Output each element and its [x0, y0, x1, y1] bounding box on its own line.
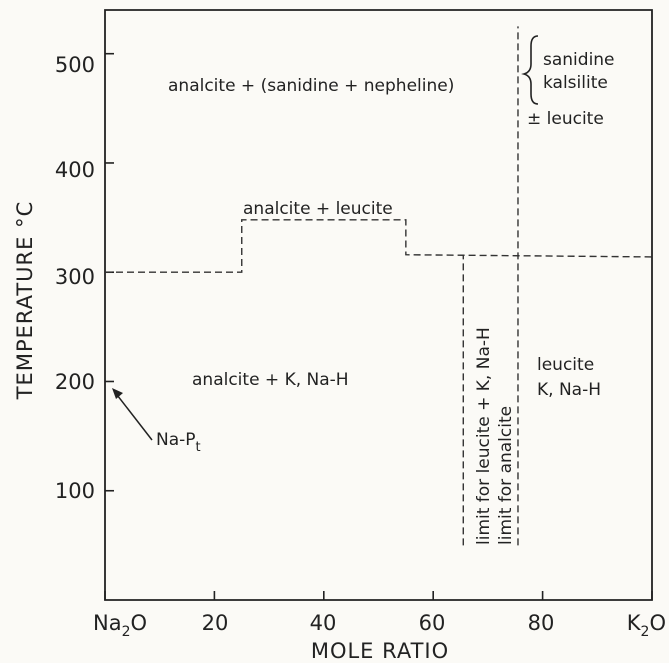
y-tick-label-500: 500 — [55, 53, 95, 77]
x-tick-labels: Na2O 20 40 60 80 K2O — [93, 611, 666, 640]
x-tick-label-k2o: K2O — [627, 611, 666, 640]
x-tick-label-80: 80 — [528, 611, 555, 635]
region-label-analcite-leucite: analcite + leucite — [243, 199, 393, 219]
x-axis-title: MOLE RATIO — [311, 639, 449, 663]
x-tick-label-20: 20 — [202, 611, 229, 635]
vertical-label-limit-leucite: limit for leucite + K, Na-H — [474, 327, 494, 545]
axis-ticks — [104, 52, 653, 600]
annotation-arrow-line — [113, 390, 153, 441]
phase-boundaries — [105, 26, 653, 546]
annotation-label: Na-Pt — [156, 430, 201, 455]
region-label-kalsilite: kalsilite — [543, 73, 608, 93]
y-tick-label-100: 100 — [55, 479, 95, 503]
y-axis-title: TEMPERATURE °C — [13, 201, 37, 401]
region-label-leucite-kna-h: K, Na-H — [537, 380, 601, 400]
curly-brace — [521, 35, 539, 105]
region-label-top: analcite + (sanidine + nepheline) — [168, 76, 454, 96]
na-pt-annotation: Na-Pt — [112, 388, 201, 455]
y-tick-labels: 100 200 300 400 500 — [55, 53, 95, 503]
x-tick-label-60: 60 — [419, 611, 446, 635]
region-label-sanidine: sanidine — [543, 50, 615, 70]
plot-frame — [104, 9, 653, 601]
region-label-analcite-kna-h: analcite + K, Na-H — [192, 370, 349, 390]
region-label-pm-leucite: ± leucite — [527, 109, 604, 129]
vertical-label-limit-analcite: limit for analcite — [496, 406, 516, 545]
arrowhead-icon — [112, 388, 123, 399]
y-tick-label-200: 200 — [55, 370, 95, 394]
y-tick-label-300: 300 — [55, 265, 95, 289]
x-tick-label-na2o: Na2O — [93, 611, 147, 640]
region-label-leucite: leucite — [537, 355, 594, 375]
y-tick-label-400: 400 — [55, 158, 95, 182]
x-tick-label-40: 40 — [310, 611, 337, 635]
stepped-boundary-line — [105, 219, 653, 273]
